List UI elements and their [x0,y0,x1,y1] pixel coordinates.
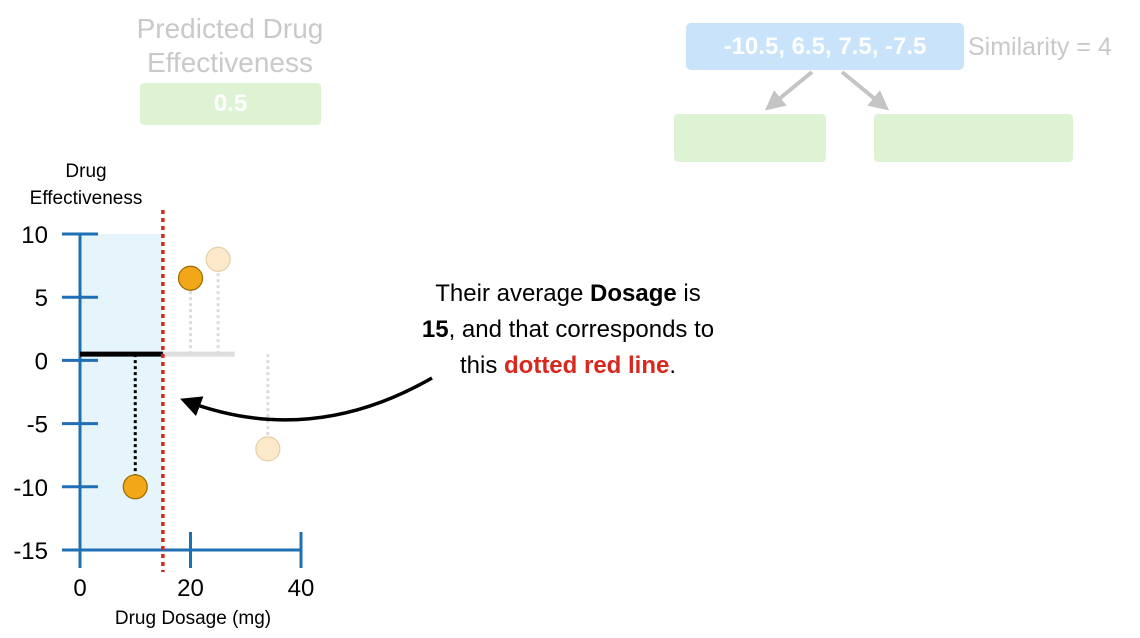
x-tick-label-40: 40 [288,575,315,602]
x-tick-label-0: 0 [73,575,86,602]
x-axis-label: Drug Dosage (mg) [115,608,271,629]
root-residuals-box: -10.5, 6.5, 7.5, -7.5 [686,23,964,70]
callout-text: Their average Dosage is 15, and that cor… [378,276,758,384]
y-tick-label--10: -10 [13,475,48,502]
x-tick-label-20: 20 [177,575,204,602]
right-leaf-box [874,114,1073,162]
title-line-1: Predicted Drug [136,13,324,44]
callout-bold-value: 15 [421,316,449,343]
data-point-4 [255,436,281,462]
left-region-shade [80,234,163,550]
callout-part-2: is [676,280,701,307]
data-point-1 [122,474,148,500]
y-axis-label-line-2: Effectiveness [30,188,143,209]
tree-arrow-right [840,70,890,111]
title-line-2: Effectiveness [146,47,314,78]
callout-part-1: Their average [435,280,591,307]
callout-arrow [180,376,433,422]
y-tick-label--5: -5 [27,412,48,439]
callout-line-2: 15, and that corresponds to [378,312,758,348]
callout-bold-dosage: Dosage [590,280,677,307]
y-tick-label-0: 0 [35,348,48,375]
predicted-value-box: 0.5 [140,83,321,125]
similarity-score-label: Similarity = 4 [968,33,1112,61]
callout-line-3: this dotted red line. [378,348,758,384]
callout-part-3: , and that corresponds to [448,316,715,343]
tree-arrow-left [764,70,814,111]
y-tick-label--15: -15 [13,538,48,565]
dosage-chart: Drug Effectiveness 10 5 0 -5 -10 -15 0 20 40 Dru… [13,161,314,629]
callout-part-4: this [459,352,504,379]
y-tick-label-5: 5 [35,285,48,312]
data-point-2 [177,265,204,291]
predicted-effectiveness-title: Predicted Drug Effectiveness [120,12,340,80]
callout-line-1: Their average Dosage is [378,276,758,312]
callout-red-text: dotted red line [504,352,670,379]
callout-part-5: . [669,352,677,379]
data-point-3 [205,246,231,272]
left-leaf-box [674,114,826,162]
y-axis-label-line-1: Drug [65,161,106,182]
y-tick-label-10: 10 [21,222,48,249]
